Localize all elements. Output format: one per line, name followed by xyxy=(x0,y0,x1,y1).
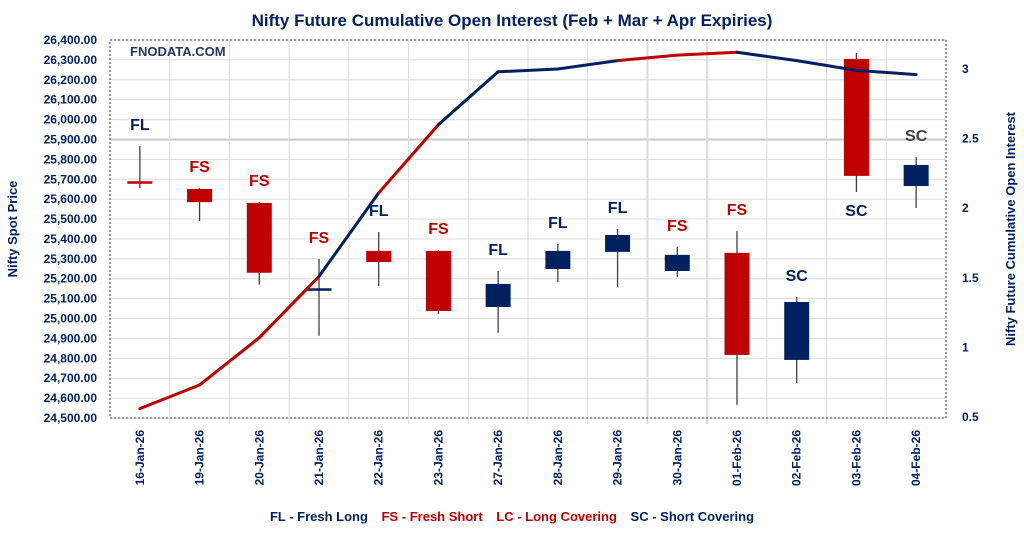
candle-body xyxy=(605,234,631,252)
signal-label: FL xyxy=(369,203,389,220)
left-tick-label: 26,400.00 xyxy=(44,33,98,47)
candle-body xyxy=(127,181,153,184)
candle-body xyxy=(246,202,272,273)
left-tick-label: 25,900.00 xyxy=(44,132,98,146)
left-tick-label: 25,000.00 xyxy=(44,312,98,326)
right-tick-label: 2 xyxy=(962,201,969,215)
legend: FL - Fresh Long FS - Fresh Short LC - Lo… xyxy=(0,509,1024,524)
legend-item-fs: FS - Fresh Short xyxy=(381,509,483,524)
oi-segment xyxy=(735,50,799,63)
left-axis-ticks: 24,500.00 24,600.00 24,700.00 24,800.00 24,9… xyxy=(44,33,98,425)
oi-segment xyxy=(496,67,560,74)
x-tick-label: 27-Jan-26 xyxy=(491,430,505,486)
signal-label: FS xyxy=(727,202,748,219)
x-tick-label: 22-Jan-26 xyxy=(372,430,386,486)
candle-body xyxy=(366,250,392,263)
gridlines xyxy=(110,39,946,424)
left-tick-label: 26,000.00 xyxy=(44,113,98,127)
left-tick-label: 26,100.00 xyxy=(44,93,98,107)
left-tick-label: 25,400.00 xyxy=(44,232,98,246)
candle-body xyxy=(843,58,869,176)
left-tick-label: 24,600.00 xyxy=(44,391,98,405)
signal-label: FL xyxy=(488,242,508,259)
oi-segment xyxy=(198,336,261,387)
x-tick-label: 20-Jan-26 xyxy=(252,430,266,486)
left-tick-label: 24,500.00 xyxy=(44,411,98,425)
signal-label: FL xyxy=(130,117,150,134)
candle-body xyxy=(664,254,690,271)
legend-item-sc: SC - Short Covering xyxy=(630,509,755,524)
x-tick-label: 23-Jan-26 xyxy=(431,430,445,486)
signal-label: FL xyxy=(548,215,568,232)
x-axis-ticks: 16-Jan-26 19-Jan-26 20-Jan-26 21-Jan-26 22-J… xyxy=(133,430,923,486)
left-tick-label: 24,700.00 xyxy=(44,371,98,385)
left-tick-label: 25,300.00 xyxy=(44,252,98,266)
left-tick-label: 26,300.00 xyxy=(44,53,98,67)
signal-label: SC xyxy=(905,128,928,145)
left-tick-label: 25,500.00 xyxy=(44,212,98,226)
oi-segment xyxy=(377,123,440,195)
right-axis-ticks: 0.5 1 1.5 2 2.5 3 xyxy=(962,62,979,424)
signal-label: SC xyxy=(845,203,868,220)
oi-segment xyxy=(854,68,918,77)
oi-segment xyxy=(795,59,858,72)
x-tick-label: 30-Jan-26 xyxy=(670,430,684,486)
left-tick-label: 24,800.00 xyxy=(44,351,98,365)
oi-segment xyxy=(317,191,381,278)
left-tick-label: 24,900.00 xyxy=(44,331,98,345)
x-tick-label: 03-Feb-26 xyxy=(849,430,863,486)
right-tick-label: 1 xyxy=(962,340,969,354)
candle-body xyxy=(724,252,750,355)
legend-item-lc: LC - Long Covering xyxy=(496,509,617,524)
right-tick-label: 2.5 xyxy=(962,132,979,146)
candle-body xyxy=(425,250,451,311)
legend-item-fl: FL - Fresh Long xyxy=(269,509,368,524)
signal-label: FS xyxy=(309,230,330,247)
x-tick-label: 21-Jan-26 xyxy=(312,430,326,486)
signal-label: FS xyxy=(189,159,210,176)
left-tick-label: 25,600.00 xyxy=(44,192,98,206)
chart-title: Nifty Future Cumulative Open Interest (F… xyxy=(252,11,773,30)
right-tick-label: 1.5 xyxy=(962,271,979,285)
candle-body xyxy=(903,164,929,187)
oi-segment xyxy=(616,53,679,63)
signal-label: FS xyxy=(249,173,270,190)
left-tick-label: 25,800.00 xyxy=(44,152,98,166)
candle-body xyxy=(545,250,571,269)
left-tick-label: 26,200.00 xyxy=(44,73,98,87)
plot-frame xyxy=(109,39,947,419)
right-axis-label: Nifty Future Cumulative Open Interest xyxy=(1003,111,1018,346)
signal-label: SC xyxy=(786,268,809,285)
candle-body xyxy=(187,189,213,203)
candle-body xyxy=(306,288,332,291)
x-tick-label: 02-Feb-26 xyxy=(790,430,804,486)
signal-labels: FL FS FS FS FL FS FL FL FL FS FS SC SC SC xyxy=(130,117,928,285)
signal-label: FS xyxy=(428,221,449,238)
x-tick-label: 01-Feb-26 xyxy=(730,430,744,486)
oi-segment xyxy=(138,383,202,411)
watermark: FNODATA.COM xyxy=(130,44,226,59)
right-tick-label: 3 xyxy=(962,62,969,76)
oi-segment xyxy=(675,50,739,57)
x-tick-label: 04-Feb-26 xyxy=(909,430,923,486)
left-tick-label: 25,100.00 xyxy=(44,292,98,306)
left-tick-label: 25,200.00 xyxy=(44,272,98,286)
oi-segment xyxy=(556,59,620,71)
left-tick-label: 25,700.00 xyxy=(44,172,98,186)
right-tick-label: 0.5 xyxy=(962,410,979,424)
oi-segment xyxy=(257,274,321,340)
candle-body xyxy=(485,283,511,307)
candle-body xyxy=(784,302,810,360)
x-tick-label: 29-Jan-26 xyxy=(611,430,625,486)
oi-segment xyxy=(436,70,500,127)
left-axis-label: Nifty Spot Price xyxy=(5,181,20,278)
x-tick-label: 16-Jan-26 xyxy=(133,430,147,486)
candles xyxy=(127,52,929,405)
x-tick-label: 19-Jan-26 xyxy=(193,430,207,486)
signal-label: FS xyxy=(667,218,688,235)
x-tick-label: 28-Jan-26 xyxy=(551,430,565,486)
signal-label: FL xyxy=(608,200,628,217)
open-interest-line xyxy=(138,50,918,411)
